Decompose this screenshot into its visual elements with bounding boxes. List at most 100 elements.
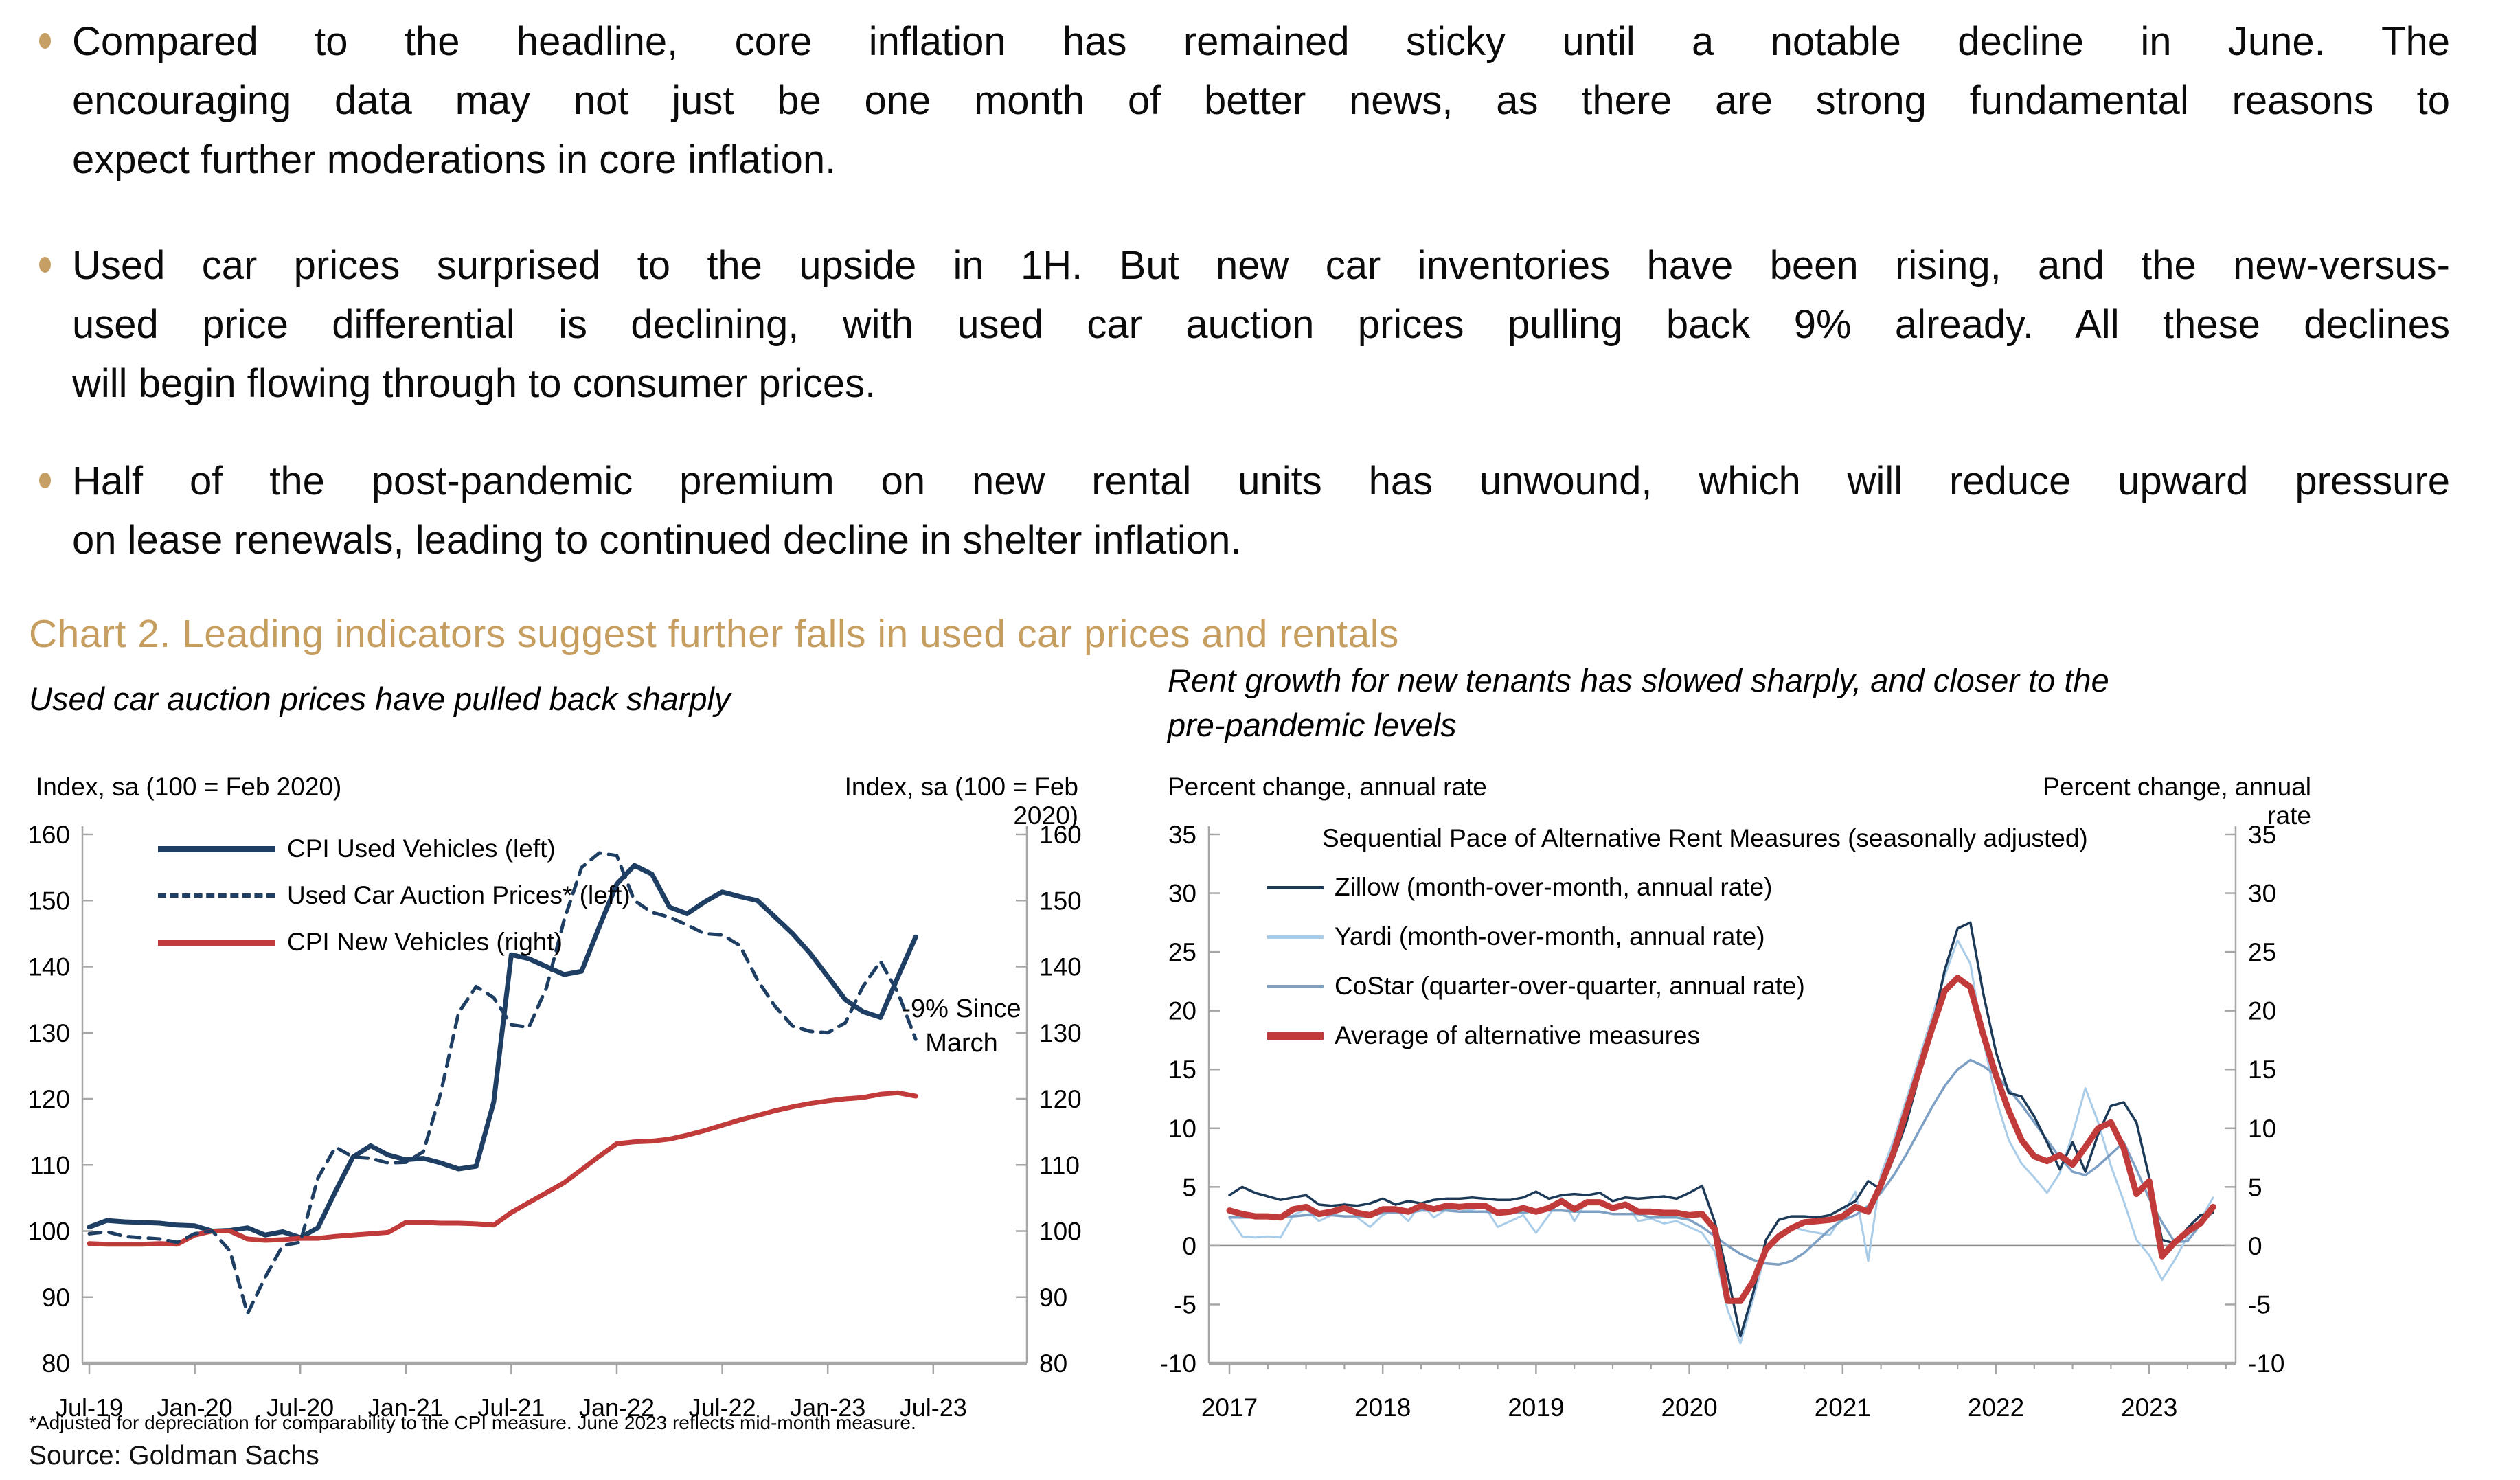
x-tick-label: Jan-21: [368, 1393, 444, 1422]
y-tick-label: 10: [2248, 1115, 2276, 1143]
y-tick-label: 90: [42, 1284, 70, 1312]
chart-footnote: *Adjusted for depreciation for comparabi…: [29, 1412, 916, 1433]
section-title: Chart 2. Leading indicators suggest furt…: [29, 612, 1399, 656]
bullet-dot-icon: [39, 257, 51, 273]
legend-used-cars: CPI Used Vehicles (left) Used Car Auction…: [158, 826, 631, 966]
y-tick-label: 25: [1168, 938, 1196, 966]
bullet-text-line: Compared to the headline, core inflation…: [72, 19, 2450, 64]
y-tick-label: 20: [2248, 997, 2276, 1025]
y-tick-label: -10: [2248, 1350, 2284, 1378]
bullet-dot-icon: [39, 33, 51, 49]
x-tick-label: 2017: [1201, 1393, 1258, 1422]
legend-swatch-cpi-used-vehicles: [158, 845, 275, 852]
y-tick-label: 30: [1168, 880, 1196, 908]
bullet-text-line: encouraging data may not just be one mon…: [72, 78, 2450, 123]
y-tick-label: 0: [1182, 1232, 1196, 1260]
chart-subtitle-line: pre-pandemic levels: [1168, 707, 1457, 743]
y-tick-label: 5: [1182, 1173, 1196, 1201]
y-tick-label: 110: [30, 1151, 70, 1179]
x-tick-label: Jan-23: [790, 1393, 865, 1422]
bullet-item: Half of the post-pandemic premium on new…: [38, 452, 2450, 570]
x-tick-label: 2019: [1508, 1393, 1564, 1422]
legend-title: Sequential Pace of Alternative Rent Meas…: [1322, 824, 2088, 852]
legend-label-yardi: Yardi (month-over-month, annual rate): [1335, 922, 1765, 950]
legend-label-cpi-new-vehicles: CPI New Vehicles (right): [287, 928, 563, 956]
chart-subtitle-line: Rent growth for new tenants has slowed s…: [1168, 662, 2109, 698]
y-tick-label: 30: [2248, 880, 2276, 908]
bullet-text-line: expect further moderations in core infla…: [72, 137, 837, 182]
y-tick-label: -5: [1174, 1290, 1196, 1319]
legend-label-cpi-used-vehicles: CPI Used Vehicles (left): [287, 834, 556, 863]
x-tick-label: 2021: [1815, 1393, 1871, 1422]
legend-rents: Sequential Pace of Alternative Rent Meas…: [1267, 815, 2088, 1060]
y-tick-label: -5: [2248, 1290, 2271, 1319]
bullet-text-line: Used car prices surprised to the upside …: [72, 243, 2450, 288]
x-tick-label: Jan-22: [579, 1393, 655, 1422]
y-tick-label: 100: [27, 1218, 70, 1246]
legend-label-used-car-auction-prices: Used Car Auction Prices* (left): [287, 881, 631, 909]
series-costar: [1228, 1058, 2214, 1266]
bullet-dot-icon: [39, 473, 51, 488]
bullet-text: Half of the post-pandemic premium on new…: [72, 452, 2450, 570]
legend-item-used-car-auction-prices: Used Car Auction Prices* (left): [158, 872, 631, 919]
x-tick-label: Jul-20: [266, 1393, 334, 1422]
legend-item-cpi-new-vehicles: CPI New Vehicles (right): [158, 919, 631, 966]
y-tick-label: 130: [1039, 1019, 1082, 1047]
series-used-car-auction-prices: [87, 851, 918, 1316]
x-tick-label: Jul-22: [689, 1393, 756, 1422]
y-tick-label: 100: [1039, 1218, 1082, 1246]
y-axis-label-left-rents: Percent change, annual rate: [1168, 773, 1487, 801]
y-tick-label: 140: [27, 953, 70, 981]
axes: [1207, 826, 2237, 1374]
rents-chart: -10 -10 -5 -5 0 0 5 5 10 10 15 15 20 20 25 25 30 30 35 35 20…: [1126, 804, 2425, 1428]
x-tick-label: 2018: [1354, 1393, 1411, 1422]
y-tick-label: 20: [1168, 997, 1196, 1025]
bullet-text: Used car prices surprised to the upside …: [72, 236, 2450, 413]
legend-label-average: Average of alternative measures: [1335, 1021, 1701, 1049]
y-tick-label: 150: [27, 887, 70, 915]
bullet-item: Compared to the headline, core inflation…: [38, 12, 2450, 190]
y-tick-label: 35: [2248, 821, 2276, 849]
y-tick-label: 15: [2248, 1056, 2276, 1084]
axes: [81, 826, 1028, 1374]
legend-item-costar: CoStar (quarter-over-quarter, annual rat…: [1267, 961, 2088, 1011]
y-tick-label: 120: [1039, 1085, 1082, 1113]
annotation-used-car-decline: -9% Since March: [900, 992, 1023, 1060]
legend-swatch-cpi-new-vehicles: [158, 939, 275, 946]
chart-subtitle-used-cars: Used car auction prices have pulled back…: [29, 681, 731, 717]
y-axis-label-right-used-cars: Index, sa (100 = Feb 2020): [844, 773, 1078, 830]
legend-swatch-yardi: [1267, 935, 1324, 939]
x-tick-label: 2022: [1968, 1393, 2024, 1422]
y-tick-label: 10: [1168, 1115, 1196, 1143]
legend-swatch-zillow: [1267, 885, 1324, 889]
x-tick-label: 2023: [2121, 1393, 2177, 1422]
legend-item-yardi: Yardi (month-over-month, annual rate): [1267, 912, 2088, 961]
x-tick-label: Jan-20: [157, 1393, 233, 1422]
x-tick-label: Jul-21: [477, 1393, 545, 1422]
bullet-text-line: will begin flowing through to consumer p…: [72, 361, 876, 406]
x-tick-label: Jul-23: [900, 1393, 967, 1422]
legend-swatch-costar: [1267, 984, 1324, 988]
bullet-text-line: Half of the post-pandemic premium on new…: [72, 459, 2450, 503]
x-tick-label: Jul-19: [56, 1393, 123, 1422]
y-tick-label: 120: [27, 1085, 70, 1113]
y-axis-label-left-used-cars: Index, sa (100 = Feb 2020): [36, 773, 342, 801]
used-cars-chart: 80 80 90 90 100 100 110 110 120 120 130 130 140 140 15…: [27, 804, 1147, 1428]
bullet-text-line: on lease renewals, leading to continued …: [72, 518, 1242, 562]
y-tick-label: 90: [1039, 1284, 1067, 1312]
legend-item-cpi-used-vehicles: CPI Used Vehicles (left): [158, 826, 631, 872]
used-cars-chart-svg: 80 80 90 90 100 100 110 110 120 120 130 130 140 140 15…: [27, 821, 1082, 1422]
legend-swatch-used-car-auction-prices: [158, 893, 275, 898]
y-tick-label: 5: [2248, 1173, 2262, 1201]
chart-subtitle-rents: Rent growth for new tenants has slowed s…: [1168, 658, 2109, 747]
series-cpi-new-vehicles: [87, 1090, 918, 1247]
y-tick-label: 110: [1039, 1151, 1080, 1179]
legend-swatch-average: [1267, 1032, 1324, 1040]
x-tick-label: 2020: [1661, 1393, 1717, 1422]
y-tick-label: 130: [27, 1019, 70, 1047]
annotation-line: -9% Since: [902, 994, 1021, 1023]
y-tick-label: 35: [1168, 821, 1196, 849]
y-tick-label: 0: [2248, 1232, 2262, 1260]
